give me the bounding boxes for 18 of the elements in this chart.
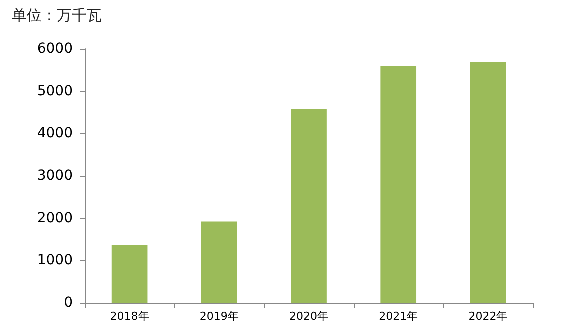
y-tick-label: 1000 [37,252,73,269]
bar [291,110,327,303]
bar [201,222,238,303]
y-tick-label: 2000 [37,210,73,226]
y-axis-title: 单位：万千瓦 [12,6,102,24]
y-tick-label: 6000 [37,41,73,57]
x-tick-label: 2018年 [110,310,150,323]
bar [470,62,506,303]
x-tick-label: 2020年 [290,310,328,323]
y-tick-label: 0 [64,295,73,311]
bar [112,245,148,303]
y-tick-label: 5000 [37,83,73,100]
x-tick-label: 2022年 [468,310,508,323]
y-tick-label: 3000 [37,168,73,184]
x-tick-label: 2019年 [200,310,239,323]
x-tick-label: 2021年 [379,310,418,323]
y-tick-label: 4000 [37,126,73,142]
bar [380,66,417,303]
